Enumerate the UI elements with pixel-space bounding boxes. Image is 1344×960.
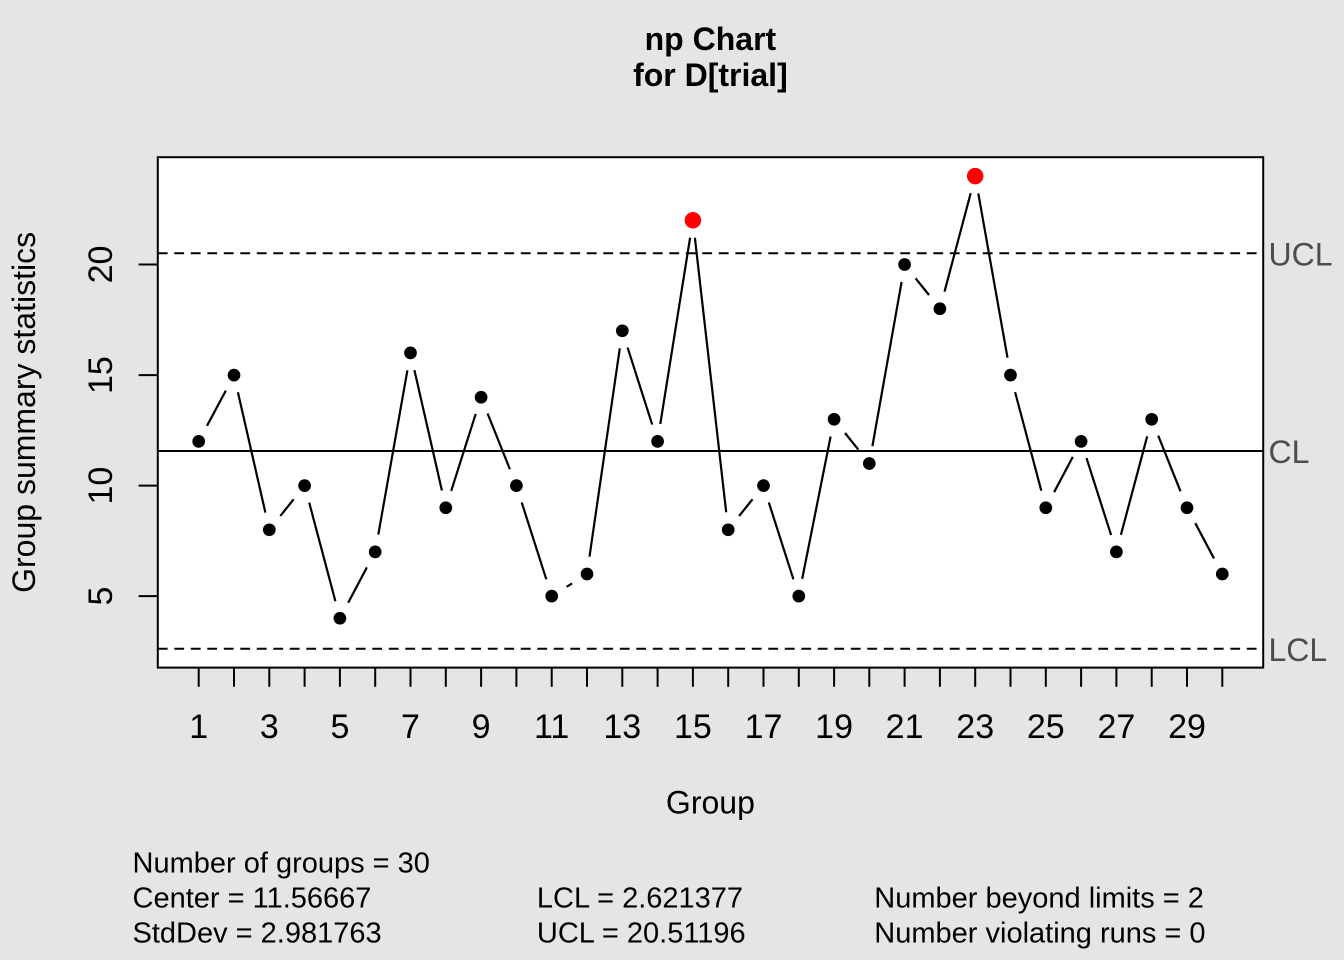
svg-text:1: 1 xyxy=(189,708,208,746)
svg-text:23: 23 xyxy=(956,708,994,746)
svg-text:Number of groups = 30: Number of groups = 30 xyxy=(133,847,430,879)
svg-text:25: 25 xyxy=(1027,708,1065,746)
svg-text:CL: CL xyxy=(1269,434,1310,470)
svg-text:5: 5 xyxy=(82,587,120,606)
svg-text:21: 21 xyxy=(886,708,924,746)
svg-text:17: 17 xyxy=(745,708,783,746)
svg-text:15: 15 xyxy=(82,356,120,394)
svg-text:27: 27 xyxy=(1097,708,1135,746)
svg-text:Number beyond limits = 2: Number beyond limits = 2 xyxy=(874,883,1204,915)
svg-text:UCL = 20.51196: UCL = 20.51196 xyxy=(537,918,746,950)
svg-text:UCL: UCL xyxy=(1269,236,1333,272)
svg-text:19: 19 xyxy=(815,708,853,746)
svg-text:13: 13 xyxy=(603,708,641,746)
svg-text:10: 10 xyxy=(82,467,120,505)
svg-text:7: 7 xyxy=(401,708,420,746)
svg-text:11: 11 xyxy=(534,708,569,746)
svg-text:29: 29 xyxy=(1168,708,1206,746)
svg-text:np Chart: np Chart xyxy=(645,21,777,57)
svg-text:20: 20 xyxy=(82,246,120,284)
svg-text:LCL: LCL xyxy=(1269,632,1328,668)
svg-text:5: 5 xyxy=(330,708,349,746)
svg-text:15: 15 xyxy=(674,708,712,746)
svg-text:Group: Group xyxy=(666,785,755,821)
svg-text:9: 9 xyxy=(472,708,491,746)
svg-text:for D[trial]: for D[trial] xyxy=(633,57,788,93)
svg-text:Center = 11.56667: Center = 11.56667 xyxy=(133,883,372,915)
svg-text:LCL = 2.621377: LCL = 2.621377 xyxy=(537,883,743,915)
svg-text:Group summary statistics: Group summary statistics xyxy=(6,232,42,593)
svg-text:StdDev = 2.981763: StdDev = 2.981763 xyxy=(133,918,382,950)
svg-text:Number violating runs = 0: Number violating runs = 0 xyxy=(874,918,1205,950)
svg-text:3: 3 xyxy=(260,708,279,746)
